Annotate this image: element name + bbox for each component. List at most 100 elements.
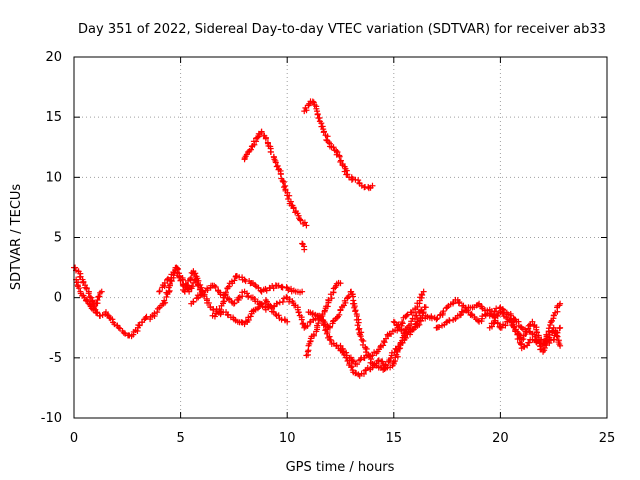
data-point [507, 310, 514, 317]
data-point [355, 371, 362, 378]
plot-frame [73, 56, 608, 419]
data-point [307, 98, 314, 105]
y-tick-label: 10 [45, 170, 62, 185]
data-point [363, 345, 370, 352]
data-point [95, 293, 102, 300]
data-point [314, 110, 321, 117]
data-point [409, 326, 416, 333]
data-point [365, 352, 372, 359]
data-point [274, 162, 281, 169]
data-point [474, 301, 481, 308]
data-point [332, 284, 339, 291]
data-point [176, 273, 183, 280]
data-point [85, 290, 92, 297]
data-point [547, 321, 554, 328]
data-point [258, 129, 265, 136]
data-point [399, 320, 406, 327]
data-point [247, 313, 254, 320]
data-point [254, 134, 261, 141]
data-point [474, 317, 481, 324]
data-point [404, 311, 411, 318]
data-point [417, 318, 424, 325]
axis-ticks: 0 5 10 15 20 25 -10 -5 0 5 10 15 20 [41, 50, 616, 446]
data-point [362, 184, 369, 191]
data-point [290, 287, 297, 294]
data-point [335, 279, 342, 286]
data-point [263, 287, 270, 294]
data-point [440, 308, 447, 315]
data-point [399, 339, 406, 346]
data-point [164, 275, 171, 282]
data-point [107, 315, 114, 322]
y-tick-label: 15 [45, 110, 62, 125]
data-point [556, 325, 563, 332]
data-point [94, 310, 101, 317]
data-point [344, 171, 351, 178]
data-point [402, 335, 409, 342]
data-point [297, 289, 304, 296]
data-point [154, 309, 161, 316]
data-point [80, 278, 87, 285]
data-point [413, 312, 420, 319]
data-point [337, 307, 344, 314]
data-point [446, 317, 453, 324]
data-point [428, 315, 435, 322]
data-point [456, 299, 463, 306]
data-point [166, 287, 173, 294]
data-point [330, 144, 337, 151]
data-point [510, 323, 517, 330]
data-point [257, 287, 264, 294]
data-point [523, 328, 530, 335]
data-point [355, 177, 362, 184]
data-point [399, 319, 406, 326]
data-point [274, 300, 281, 307]
data-point [357, 333, 364, 340]
data-point [161, 297, 168, 304]
data-point [244, 290, 251, 297]
data-point [138, 319, 145, 326]
data-point [267, 149, 274, 156]
data-point [285, 196, 292, 203]
y-tick-label: -5 [49, 351, 62, 366]
data-point [366, 353, 373, 360]
data-point [307, 338, 314, 345]
data-point [313, 105, 320, 112]
data-point [285, 287, 292, 294]
data-point [194, 281, 201, 288]
data-point [286, 192, 293, 199]
data-point [416, 321, 423, 328]
data-point [264, 139, 271, 146]
data-point [499, 309, 506, 316]
data-point [94, 300, 101, 307]
data-point [295, 309, 302, 316]
data-point [174, 270, 181, 277]
data-point [390, 318, 397, 325]
data-point [484, 310, 491, 317]
data-point [284, 189, 291, 196]
data-point [367, 184, 374, 191]
data-point [231, 277, 238, 284]
data-point [192, 270, 199, 277]
data-point [367, 366, 374, 373]
data-point [161, 280, 168, 287]
data-point [217, 291, 224, 298]
x-tick-label: 5 [176, 431, 184, 446]
data-point [410, 309, 417, 316]
data-point [221, 298, 228, 305]
data-point [498, 324, 505, 331]
y-tick-label: 5 [54, 231, 62, 246]
data-point [183, 282, 190, 289]
data-point [538, 346, 545, 353]
data-point [282, 317, 289, 324]
data-point [151, 310, 158, 317]
data-point [165, 284, 172, 291]
x-tick-label: 15 [386, 431, 403, 446]
data-point [334, 314, 341, 321]
data-point [327, 323, 334, 330]
data-point [444, 304, 451, 311]
y-axis-label: SDTVAR / TECUs [9, 184, 24, 291]
data-point [75, 285, 82, 292]
x-tick-label: 0 [70, 431, 78, 446]
data-point [239, 289, 246, 296]
